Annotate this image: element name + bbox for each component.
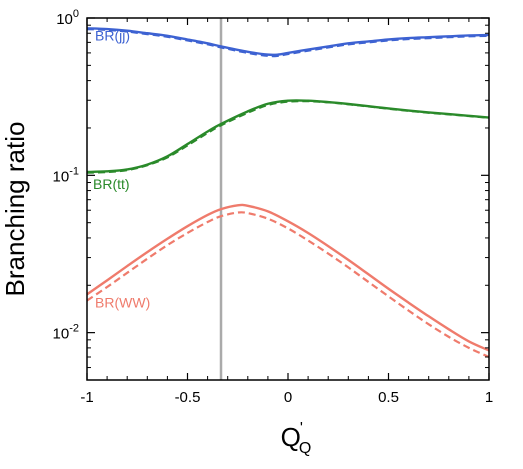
x-tick-label: -1 (80, 389, 93, 406)
x-axis-title-subscript: Q (299, 440, 311, 457)
series-label-br-jj: BR(jj) (95, 27, 130, 43)
series-br-jj-solid (86, 27, 490, 57)
x-axis-title-main: Q (281, 422, 301, 452)
plot-area: BR(jj) BR(tt) BR(WW) (86, 18, 490, 380)
x-tick-label: -0.5 (175, 389, 201, 406)
y-tick-label: 10-1 (53, 165, 79, 185)
y-tick-label: 10-2 (53, 323, 79, 343)
x-tick-label: 0 (284, 389, 292, 406)
y-tick-label: 100 (56, 8, 79, 28)
x-tick-label: 0.5 (378, 389, 399, 406)
y-axis-title: Branching ratio (0, 122, 30, 297)
x-tick-label: 1 (485, 389, 493, 406)
x-axis-title-superscript: ' (300, 420, 303, 437)
plot-frame (86, 17, 490, 381)
series-label-br-ww: BR(WW) (95, 294, 150, 310)
x-axis-title: Q' Q (281, 420, 312, 457)
axes: -1 -0.5 0 0.5 1 100 10-1 10-2 (53, 8, 494, 406)
series-br-tt-solid (86, 99, 490, 174)
series-br-ww-dashed (86, 211, 490, 359)
series-br-ww-solid (86, 203, 490, 352)
series-label-br-tt: BR(tt) (93, 176, 130, 192)
